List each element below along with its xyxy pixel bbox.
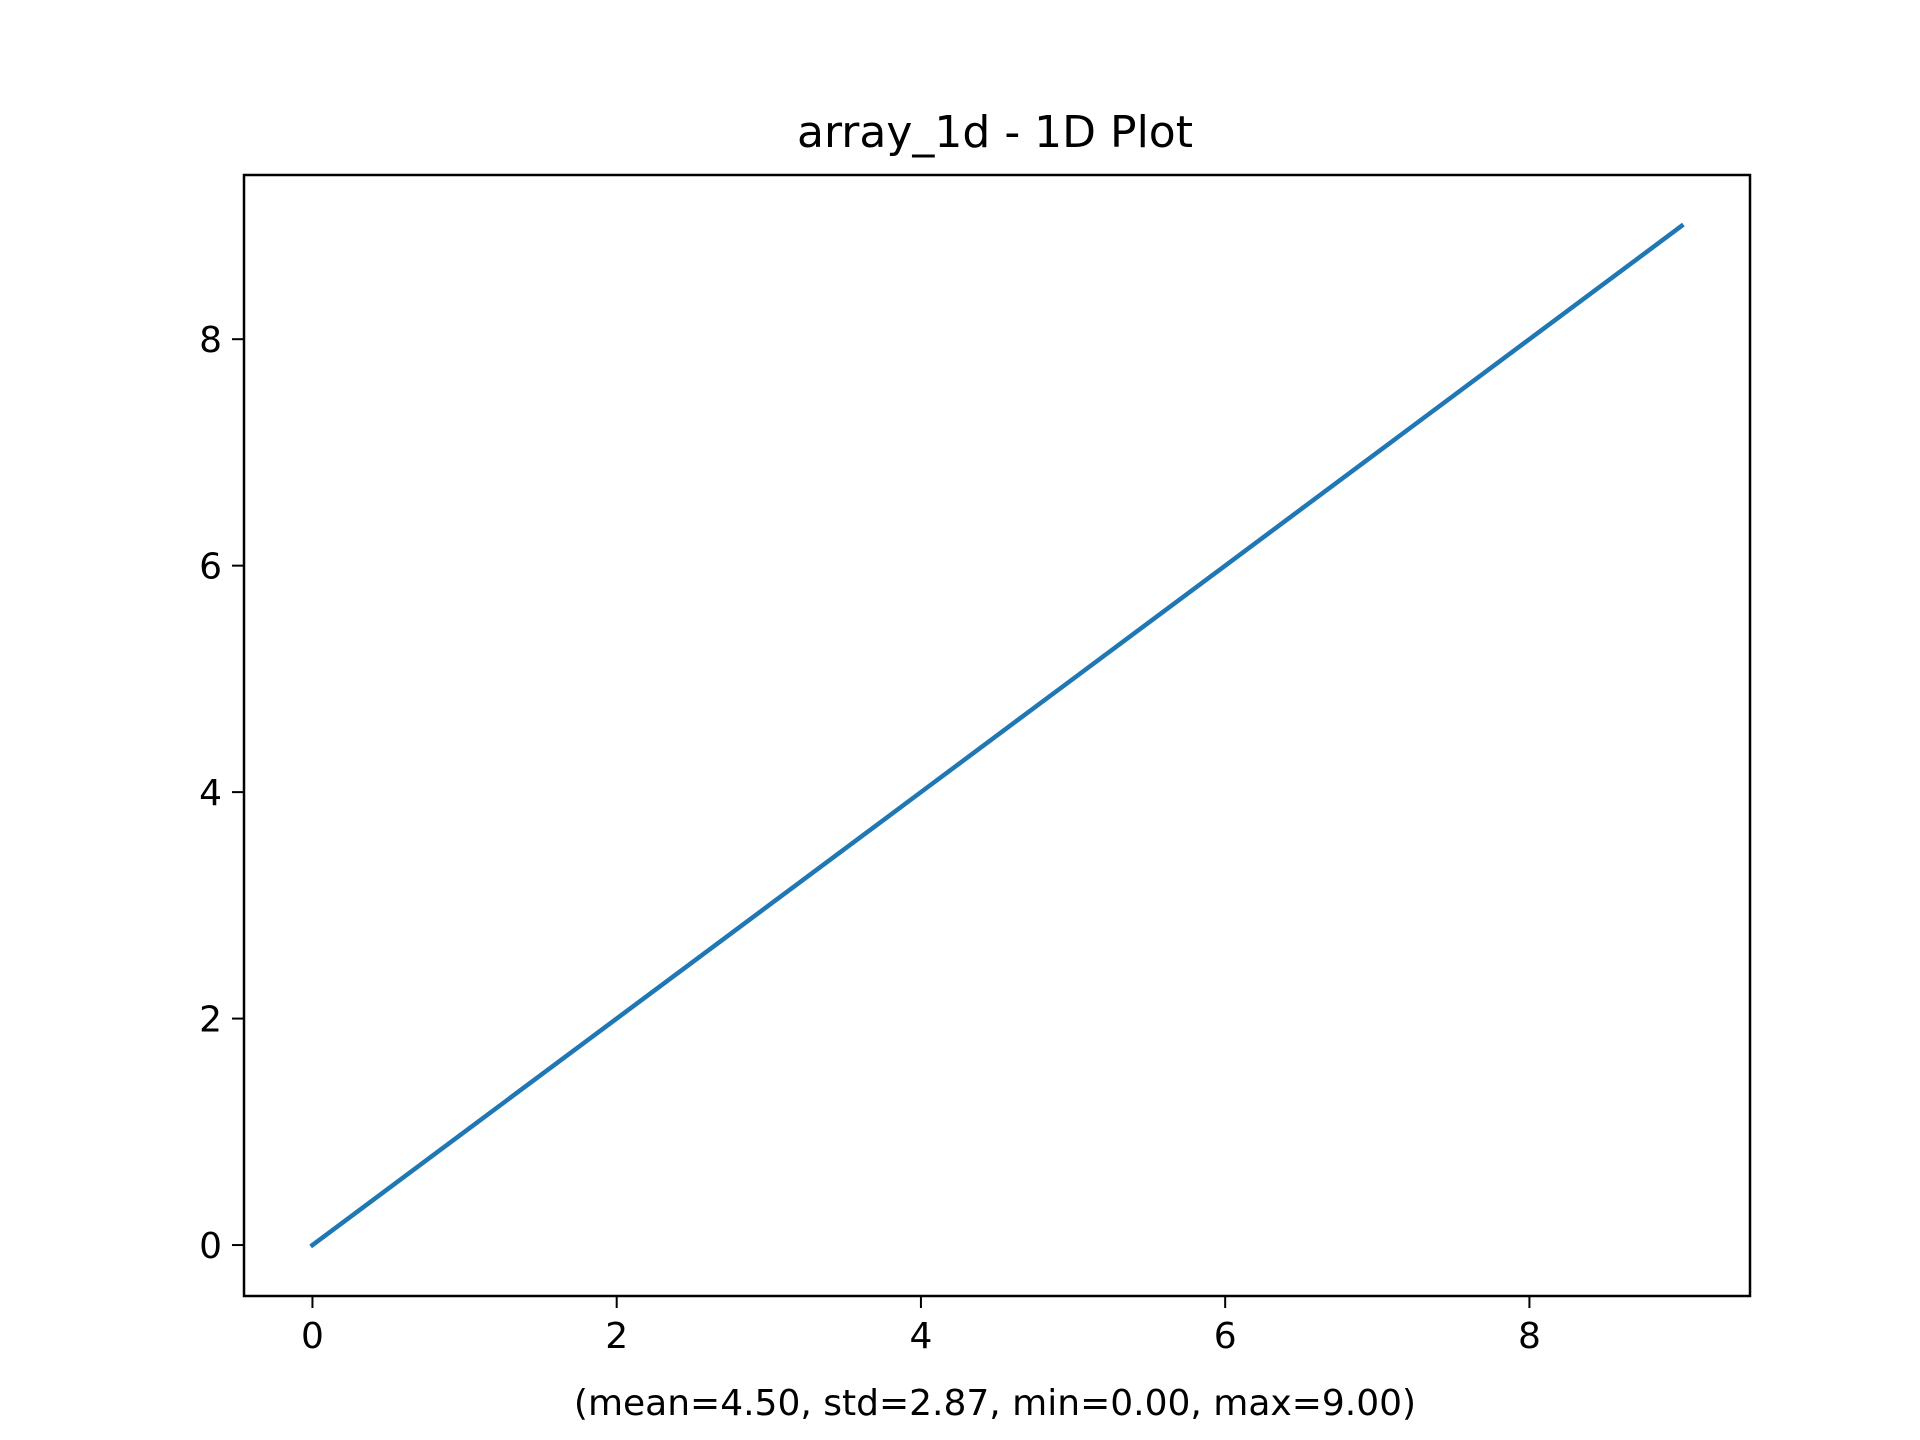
y-tick-label-0: 0 bbox=[199, 1226, 222, 1267]
series-line-0 bbox=[309, 222, 1685, 1249]
x-axis-label: (mean=4.50, std=2.87, min=0.00, max=9.00… bbox=[574, 1383, 1416, 1424]
series-layer bbox=[309, 222, 1685, 1249]
x-tick-label-8: 8 bbox=[1518, 1316, 1541, 1357]
x-tick-label-2: 2 bbox=[605, 1316, 628, 1357]
y-tick-label-4: 4 bbox=[199, 773, 222, 814]
x-tick-label-0: 0 bbox=[301, 1316, 324, 1357]
x-tick-label-4: 4 bbox=[909, 1316, 932, 1357]
x-tick-label-6: 6 bbox=[1214, 1316, 1237, 1357]
ticks-layer: 0 2 4 6 8 0 2 4 6 8 bbox=[199, 320, 1541, 1357]
y-tick-label-6: 6 bbox=[199, 547, 222, 588]
y-tick-label-2: 2 bbox=[199, 1000, 222, 1041]
y-tick-label-8: 8 bbox=[199, 320, 222, 361]
plot-frame bbox=[242, 173, 1752, 1298]
chart-title: array_1d - 1D Plot bbox=[797, 107, 1193, 158]
